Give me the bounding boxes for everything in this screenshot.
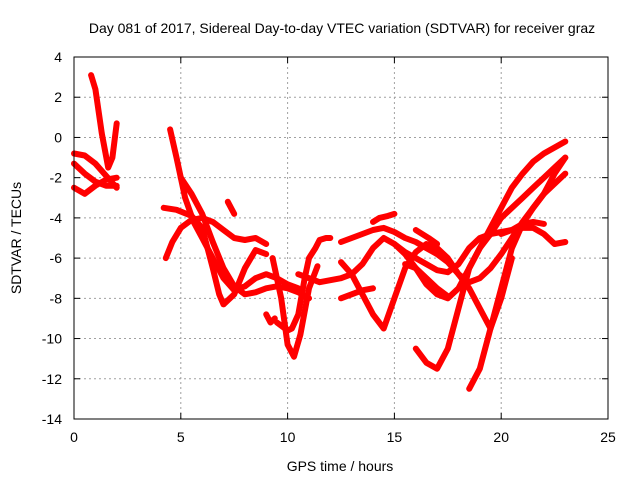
trace-sat-07 (160, 204, 270, 308)
grid-lines (74, 57, 608, 419)
x-axis-label: GPS time / hours (287, 458, 394, 474)
trace-sat-14 (338, 224, 515, 332)
x-tick-label: 15 (387, 429, 403, 445)
trace-sat-08 (177, 174, 312, 302)
trace-sat-16 (338, 285, 376, 302)
trace-sat-10 (273, 235, 334, 334)
y-tick-label: 2 (54, 89, 62, 105)
trace-sat-17 (370, 210, 398, 225)
data-traces (71, 72, 569, 392)
trace-sat-03 (71, 174, 120, 197)
trace-sat-23 (498, 218, 547, 237)
trace-sat-13 (295, 224, 569, 286)
y-tick-label: -6 (50, 250, 63, 266)
plot-frame (73, 56, 609, 420)
x-tick-label: 25 (600, 429, 616, 445)
trace-sat-11 (269, 255, 321, 360)
trace-sat-05 (162, 214, 270, 262)
y-tick-label: -10 (42, 331, 62, 347)
y-tick-label: -4 (50, 210, 63, 226)
x-tick-label: 20 (493, 429, 509, 445)
trace-sat-12 (263, 311, 278, 326)
x-tick-label: 5 (177, 429, 185, 445)
trace-sat-22 (466, 170, 569, 392)
y-tick-label: 4 (54, 49, 62, 65)
trace-sat-20 (402, 261, 451, 300)
y-tick-label: -8 (50, 290, 63, 306)
trace-sat-19 (412, 227, 441, 247)
y-tick-label: -14 (42, 411, 62, 427)
chart-title: Day 081 of 2017, Sidereal Day-to-day VTE… (89, 20, 595, 36)
trace-sat-04 (88, 72, 120, 171)
y-tick-label: -2 (50, 170, 63, 186)
y-tick-label: -12 (42, 371, 62, 387)
trace-sat-21 (412, 138, 569, 372)
y-tick-label: 0 (54, 129, 62, 145)
trace-sat-02 (71, 160, 120, 189)
trace-sat-09 (224, 198, 238, 217)
x-tick-label: 0 (70, 429, 78, 445)
x-tick-label: 10 (280, 429, 296, 445)
y-axis-label: SDTVAR / TECUs (8, 182, 24, 294)
axis-ticks: 0 5 10 15 20 25 -14 -12 -10 -8 -6 -4 -2 0 2 4 (42, 49, 616, 445)
